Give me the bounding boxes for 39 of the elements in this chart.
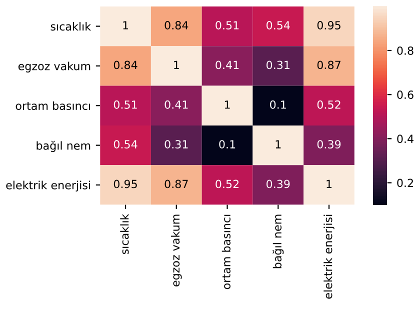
data-label: 0.52 xyxy=(317,100,340,109)
data-label: 0.41 xyxy=(164,100,188,109)
color-bar-label: 0.6 xyxy=(397,90,414,99)
data-label: 0.39 xyxy=(317,140,341,149)
data-label: 0.39 xyxy=(266,180,290,188)
data-label: 0.95 xyxy=(317,21,340,30)
x-tick-label: egzoz vakum xyxy=(171,214,182,286)
data-label: 1 xyxy=(326,180,332,188)
color-bar-label: 0.4 xyxy=(397,134,414,144)
data-label: 0.1 xyxy=(270,100,286,109)
x-tick-label: bağıl nem xyxy=(272,214,284,268)
data-label: 0.1 xyxy=(219,140,236,149)
data-label: 0.84 xyxy=(114,60,138,70)
y-tick-label: egzoz vakum xyxy=(18,62,90,72)
data-label: 0.54 xyxy=(114,140,138,149)
x-tick-label: ortam basıncı xyxy=(222,214,230,290)
data-label: 0.84 xyxy=(164,21,188,30)
data-label: 0.54 xyxy=(266,21,290,30)
color-bar-label: 0.2 xyxy=(397,178,413,188)
data-label: 1 xyxy=(123,21,128,30)
data-label: 0.31 xyxy=(164,140,188,149)
x-tick-label: elektrik enerjisi xyxy=(324,214,334,299)
data-label: 0.51 xyxy=(114,100,137,109)
data-label: 1 xyxy=(224,100,230,109)
color-bar-label: 0.8 xyxy=(397,46,414,55)
data-label: 0.52 xyxy=(216,180,239,188)
x-tick-label: sıcaklık xyxy=(120,214,129,254)
data-label: 0.41 xyxy=(216,60,239,70)
y-tick-label: elektrik enerjisi xyxy=(6,180,90,192)
data-label: 0.87 xyxy=(317,60,340,70)
y-tick-label: bağıl nem xyxy=(36,140,90,152)
data-label: 0.31 xyxy=(266,60,290,70)
data-label: 1 xyxy=(174,60,179,69)
data-label: 0.87 xyxy=(164,180,188,188)
data-label: 0.51 xyxy=(216,21,239,30)
y-tick-label: ortam basıncı xyxy=(16,101,90,110)
data-label: 0.95 xyxy=(114,180,137,188)
data-label: 1 xyxy=(276,140,281,148)
y-tick-label: sıcaklık xyxy=(50,22,92,31)
